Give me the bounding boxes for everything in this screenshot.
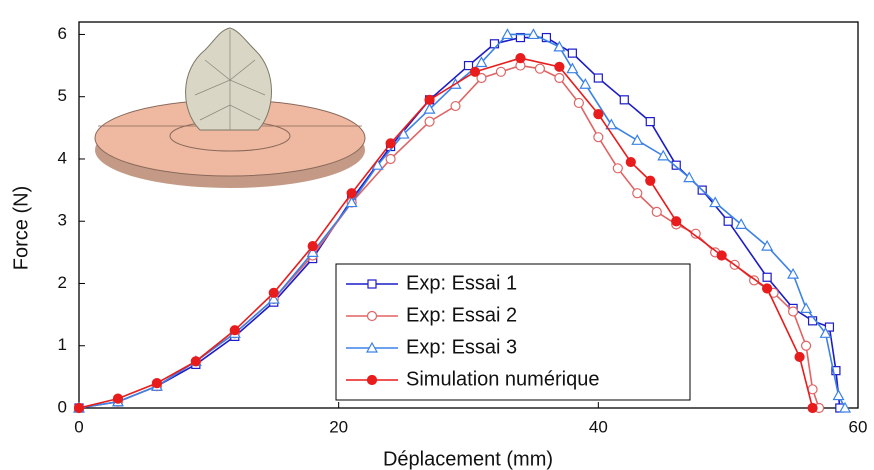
legend-label: Exp: Essai 2 <box>406 304 517 326</box>
data-point <box>450 100 461 112</box>
legend-marker <box>366 310 378 322</box>
data-point <box>709 196 722 208</box>
x-tick-label: 20 <box>329 417 348 436</box>
data-point <box>268 287 279 298</box>
data-point <box>671 160 681 170</box>
legend-label: Exp: Essai 1 <box>406 272 517 294</box>
data-point <box>800 302 813 313</box>
data-point <box>397 127 410 139</box>
legend-label: Exp: Essai 3 <box>406 336 517 358</box>
data-point <box>632 188 643 199</box>
data-point <box>831 366 841 376</box>
data-point <box>229 325 240 336</box>
y-axis-label: Force (N) <box>10 186 32 270</box>
data-point <box>631 134 644 145</box>
data-point <box>495 66 507 77</box>
data-point <box>787 306 799 317</box>
data-point <box>151 377 162 389</box>
x-axis-label: Déplacement (mm) <box>383 448 553 470</box>
data-point <box>800 340 812 351</box>
data-point <box>612 163 623 174</box>
data-point <box>567 48 577 58</box>
data-point <box>651 206 662 217</box>
data-point <box>424 94 435 105</box>
plot-frame <box>78 21 859 409</box>
data-point <box>625 156 636 168</box>
data-point <box>735 218 748 229</box>
data-point <box>566 62 579 74</box>
data-point <box>371 158 384 170</box>
data-point <box>554 61 565 72</box>
data-point <box>832 389 845 401</box>
data-point <box>645 117 655 127</box>
data-point <box>593 73 603 83</box>
data-point <box>463 60 474 71</box>
data-point <box>515 32 526 43</box>
data-point <box>112 393 124 404</box>
y-tick-label: 6 <box>58 24 67 43</box>
data-point <box>593 132 604 143</box>
x-tick-label: 60 <box>849 417 868 436</box>
data-point <box>476 72 487 84</box>
inset-illustration <box>94 27 366 188</box>
legend-label: Simulation numérique <box>406 368 599 390</box>
data-point <box>657 149 670 161</box>
data-point <box>794 351 805 363</box>
data-point <box>534 63 546 74</box>
data-point <box>475 56 488 68</box>
legend-marker <box>365 341 379 353</box>
data-point <box>761 239 774 251</box>
data-point <box>671 216 682 227</box>
data-point <box>345 196 358 208</box>
data-point <box>469 66 481 77</box>
data-point <box>346 188 357 199</box>
y-tick-label: 4 <box>58 148 67 167</box>
data-point <box>645 175 656 186</box>
data-point <box>307 241 318 252</box>
data-point <box>424 116 435 127</box>
data-point <box>824 322 835 332</box>
data-point <box>527 28 540 40</box>
y-tick-label: 3 <box>58 211 67 230</box>
y-tick-label: 1 <box>58 335 67 354</box>
data-point <box>690 228 701 239</box>
data-point <box>683 171 696 183</box>
data-point <box>573 97 584 109</box>
data-point <box>605 118 618 130</box>
y-tick-label: 2 <box>58 273 67 292</box>
data-point <box>501 28 514 40</box>
x-tick-label: 40 <box>589 417 608 436</box>
legend-box <box>335 263 691 401</box>
legend-marker <box>366 374 378 386</box>
data-point <box>423 102 436 114</box>
legend-marker <box>367 279 377 289</box>
data-point <box>554 72 565 84</box>
data-point <box>306 246 319 257</box>
data-point <box>579 78 592 89</box>
data-point <box>787 267 800 279</box>
data-point <box>73 402 85 414</box>
mesh-lines <box>194 30 266 130</box>
data-point <box>762 272 772 282</box>
data-point <box>807 402 818 414</box>
data-point <box>190 356 201 367</box>
x-tick-label: 0 <box>74 417 83 436</box>
y-tick-label: 5 <box>58 86 67 105</box>
data-point <box>553 40 566 52</box>
data-point <box>716 250 727 261</box>
data-point <box>267 292 280 304</box>
data-point <box>593 109 604 120</box>
data-point <box>819 327 832 338</box>
data-point <box>838 401 852 413</box>
data-point <box>515 53 526 64</box>
data-point <box>385 138 396 149</box>
data-point <box>619 95 629 105</box>
data-point <box>723 216 733 226</box>
data-point <box>385 153 396 165</box>
data-point <box>762 283 773 294</box>
series-line <box>78 33 846 409</box>
y-tick-label: 0 <box>58 397 67 416</box>
